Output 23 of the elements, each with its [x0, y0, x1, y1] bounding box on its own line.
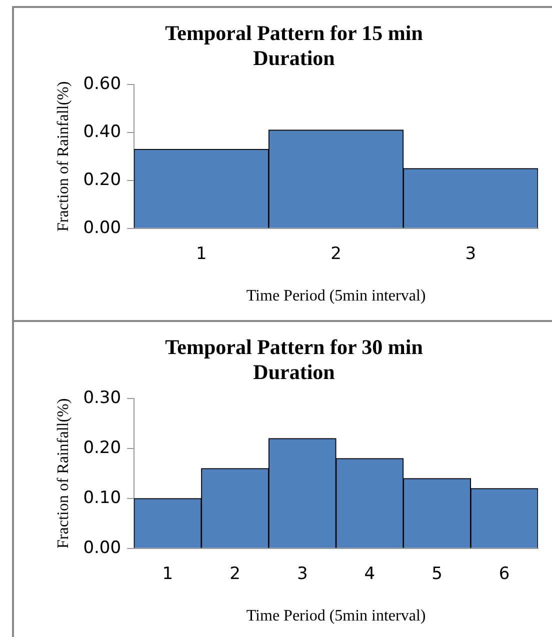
x-tick-label: 3	[296, 564, 308, 584]
x-tick-label: 5	[432, 564, 442, 584]
y-tick-label: 0.60	[83, 74, 122, 94]
x-tick-label: 1	[196, 244, 207, 264]
x-tick-label: 2	[230, 564, 240, 584]
chart-title: Temporal Pattern for 30 min Duration	[165, 335, 424, 384]
x-tick-label: 3	[465, 244, 476, 264]
y-tick-label: 0.00	[83, 538, 122, 558]
x-tick-label: 4	[364, 564, 376, 584]
x-tick-label: 6	[498, 564, 510, 584]
y-axis-title: Fraction of Rainfall(%)	[54, 81, 72, 232]
x-tick-label: 1	[162, 564, 174, 584]
x-axis-title: Time Period (5min interval)	[246, 288, 426, 305]
chart-title: Temporal Pattern for 15 min Duration	[165, 21, 424, 70]
y-tick-label: 0.00	[83, 218, 122, 238]
x-axis-title: Time Period (5min interval)	[246, 608, 426, 625]
y-tick-label: 0.40	[83, 122, 122, 142]
y-tick-label: 0.10	[83, 488, 122, 508]
y-tick-label: 0.20	[83, 438, 122, 458]
y-axis-title: Fraction of Rainfall(%)	[54, 398, 72, 548]
y-tick-label: 0.20	[83, 170, 122, 190]
x-tick-label: 2	[330, 244, 342, 264]
y-tick-label: 0.30	[83, 388, 122, 408]
